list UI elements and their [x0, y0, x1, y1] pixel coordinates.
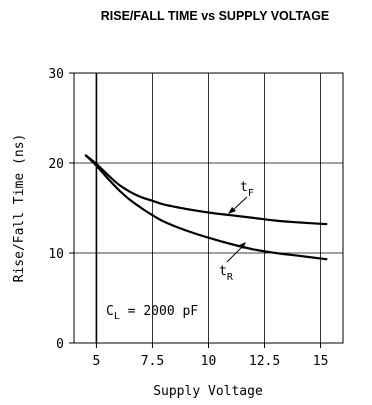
grid	[74, 73, 343, 343]
y-tick-label: 30	[48, 67, 64, 82]
load-condition-label: CL = 2000 pF	[106, 304, 198, 322]
y-tick-label: 10	[48, 247, 64, 262]
x-tick-label: 5	[93, 354, 101, 369]
condition-rest: = 2000 pF	[120, 304, 198, 319]
tf-arrow-line	[232, 196, 248, 211]
chart-title: RISE/FALL TIME vs SUPPLY VOLTAGE	[101, 9, 330, 23]
plot-frame	[73, 72, 344, 344]
tr-arrow-head	[239, 242, 246, 249]
series-group	[84, 154, 328, 261]
x-tick-label: 12.5	[249, 354, 280, 369]
y-tick-label: 20	[48, 157, 64, 172]
tr-label: tR	[219, 264, 234, 283]
tr-label-sub: R	[227, 272, 234, 283]
y-tick-label: 0	[56, 337, 64, 352]
condition-sub: L	[114, 311, 120, 322]
tf-label-sub: F	[248, 188, 254, 199]
condition-main: C	[106, 304, 114, 319]
x-tick-label: 7.5	[141, 354, 164, 369]
tf-arrow-head	[228, 207, 236, 214]
tf-label-main: t	[240, 180, 248, 195]
y-axis-label: Rise/Fall Time (ns)	[12, 134, 27, 283]
series-line-tr	[84, 154, 328, 261]
tr-label-main: t	[219, 264, 227, 279]
x-tick-label: 15	[313, 354, 329, 369]
x-axis-label: Supply Voltage	[153, 384, 263, 399]
tf-label: tF	[240, 180, 254, 199]
ticks-group: 5 7.5 10 12.5 15 0 10 20 30	[48, 67, 328, 369]
x-tick-label: 10	[201, 354, 217, 369]
tr-arrow-line	[226, 246, 243, 263]
series-line-tf	[84, 154, 328, 226]
